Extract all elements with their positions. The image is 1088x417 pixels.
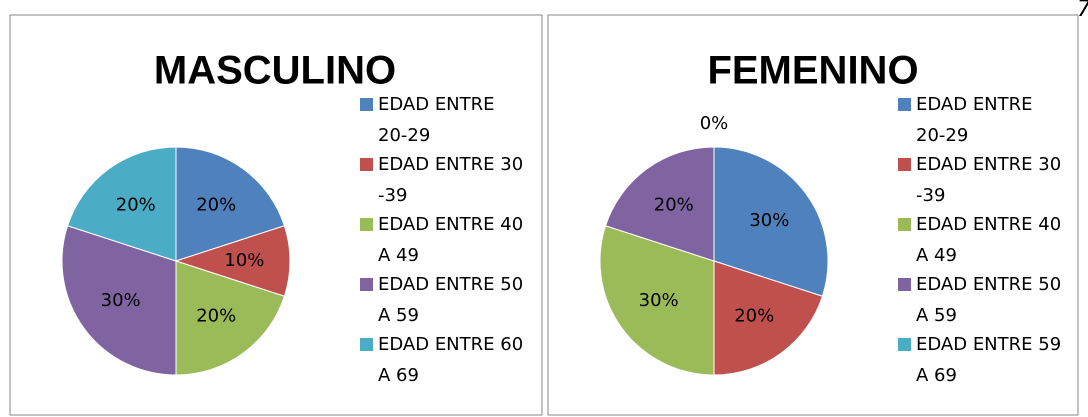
data-label: 30% bbox=[101, 290, 141, 311]
data-label: 30% bbox=[749, 210, 789, 231]
legend-swatch bbox=[360, 158, 373, 171]
data-label: 20% bbox=[734, 305, 774, 326]
pie-slice bbox=[599, 225, 715, 376]
legend-label: EDAD ENTRE 40 A 49 bbox=[378, 214, 524, 266]
legend-swatch bbox=[360, 338, 373, 351]
data-label: 20% bbox=[654, 195, 694, 216]
pie-slice bbox=[175, 146, 286, 262]
chart-title: MASCULINO bbox=[154, 49, 396, 93]
legend-label: EDAD ENTRE 50 A 59 bbox=[916, 274, 1062, 326]
legend-label: EDAD ENTRE 59 A 69 bbox=[916, 334, 1062, 386]
pie-slice bbox=[713, 260, 824, 376]
legend-label: EDAD ENTRE 30 -39 bbox=[916, 154, 1062, 206]
legend-label: EDAD ENTRE 20-29 bbox=[916, 94, 1033, 146]
legend-swatch bbox=[360, 278, 373, 291]
legend-label: EDAD ENTRE 60 A 69 bbox=[378, 334, 524, 386]
pie-slice bbox=[713, 146, 829, 297]
page-number: 7 bbox=[1077, 0, 1088, 22]
data-label: 20% bbox=[196, 195, 236, 216]
legend-swatch bbox=[898, 218, 911, 231]
pie-slice bbox=[174, 225, 291, 297]
data-label: 0% bbox=[700, 113, 729, 134]
data-label: 20% bbox=[196, 305, 236, 326]
chart-title: FEMENINO bbox=[707, 49, 918, 93]
data-label: 20% bbox=[116, 195, 156, 216]
chart-frame bbox=[547, 14, 1079, 416]
pie-slice bbox=[175, 260, 286, 376]
chart-frame bbox=[9, 14, 543, 416]
legend-swatch bbox=[898, 278, 911, 291]
data-label: 30% bbox=[639, 290, 679, 311]
data-label: 10% bbox=[224, 250, 264, 271]
pie-slice bbox=[604, 146, 715, 262]
legend-swatch bbox=[898, 338, 911, 351]
legend-swatch bbox=[360, 98, 373, 111]
legend-swatch bbox=[898, 98, 911, 111]
pie-slice bbox=[66, 146, 177, 262]
legend-label: EDAD ENTRE 40 A 49 bbox=[916, 214, 1062, 266]
legend-swatch bbox=[898, 158, 911, 171]
legend-label: EDAD ENTRE 30 -39 bbox=[378, 154, 524, 206]
legend-label: EDAD ENTRE 20-29 bbox=[378, 94, 495, 146]
pie-slice bbox=[61, 225, 177, 376]
legend-swatch bbox=[360, 218, 373, 231]
legend-label: EDAD ENTRE 50 A 59 bbox=[378, 274, 524, 326]
